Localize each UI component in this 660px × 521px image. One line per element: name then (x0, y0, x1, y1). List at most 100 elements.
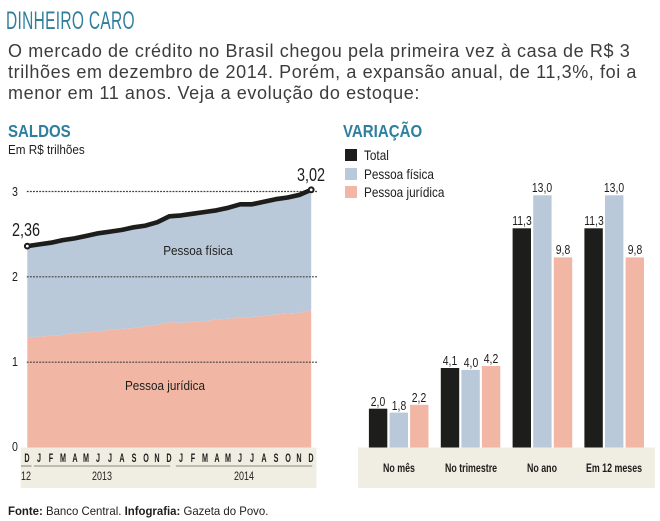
legend-label-2-text: Pessoa jurídica (363, 184, 444, 201)
month-tick-6: J (95, 451, 102, 465)
month-tick-0-text: D (24, 450, 30, 465)
bar-Total-Em 12 meses (584, 228, 603, 448)
month-tick-10-text: O (142, 450, 149, 465)
month-tick-4: A (70, 451, 79, 465)
month-tick-22-text: O (284, 450, 291, 465)
legend-swatch-0 (344, 149, 357, 162)
bar-value-0-2-text: 11,3 (512, 213, 532, 229)
month-tick-16-text: A (213, 450, 220, 465)
bar-value-1-0-text: 1,8 (391, 397, 406, 413)
month-tick-13-text: J (179, 450, 184, 465)
month-tick-8-text: A (119, 450, 125, 465)
page-title-text: DINHEIRO CARO (5, 7, 135, 35)
year-label-12-text: 12 (21, 470, 32, 483)
bar-Pessoa jurídica-No ano (553, 257, 573, 448)
source-credit-text: Fonte: Banco Central. Infografia: Gazeta… (8, 504, 268, 518)
y-tick-label-2-text: 2 (12, 269, 18, 284)
area-label-pessoa-fisica: Pessoa física (159, 243, 236, 258)
category-label-1: No trimestre (436, 461, 506, 475)
bar-value-2-0: 2,2 (410, 390, 428, 405)
intro-text: O mercado de crédito no Brasil chegou pe… (8, 41, 637, 104)
month-tick-16: A (212, 451, 221, 465)
y-tick-label-0: 0 (0, 440, 18, 454)
month-tick-21: S (272, 451, 280, 465)
variacao-legend: Total Pessoa física Pessoa jurídica (344, 146, 460, 201)
category-label-1-text: No trimestre (444, 461, 497, 475)
legend-item-0: Total (344, 146, 460, 164)
y-tick-label-1: 1 (0, 355, 18, 370)
year-label-2013: 2013 (89, 471, 115, 483)
page-title: DINHEIRO CARO (6, 7, 214, 36)
month-tick-14: F (189, 451, 196, 465)
month-tick-7-text: J (108, 450, 113, 465)
month-tick-5-text: M (83, 450, 90, 465)
month-tick-3-text: M (59, 450, 66, 465)
bar-value-0-2: 11,3 (510, 213, 534, 228)
category-label-0: No mês (377, 461, 420, 475)
legend-label-2: Pessoa jurídica (364, 184, 460, 200)
bar-Pessoa física-No mês (389, 412, 408, 448)
month-tick-24-text: D (308, 450, 314, 465)
month-tick-9: S (130, 451, 138, 465)
saldos-subtitle: Em R$ trilhões (8, 142, 93, 157)
bar-Pessoa jurídica-No mês (410, 404, 429, 448)
category-label-0-text: No mês (382, 461, 415, 475)
year-label-2014-text: 2014 (234, 470, 255, 483)
bar-value-1-3: 13,0 (601, 180, 626, 195)
category-label-2: No ano (522, 461, 562, 475)
bar-value-0-1: 4,1 (441, 353, 459, 368)
bar-value-2-3: 9,8 (626, 242, 644, 257)
variacao-axis-band (358, 447, 655, 488)
month-tick-11: N (153, 451, 162, 465)
month-tick-15: M (200, 451, 210, 465)
y-tick-label-3-text: 3 (12, 184, 18, 199)
month-tick-10: O (141, 451, 150, 465)
legend-item-2: Pessoa jurídica (344, 183, 460, 201)
bar-Pessoa física-No trimestre (461, 369, 480, 448)
category-label-2-text: No ano (527, 461, 558, 475)
bar-Pessoa física-No ano (533, 195, 552, 448)
saldos-title-text: SALDOS (7, 121, 71, 141)
source-label: Fonte: (8, 504, 43, 518)
y-tick-label-1-text: 1 (12, 355, 18, 370)
year-label-12: 12 (20, 471, 33, 483)
month-tick-18: J (237, 451, 244, 465)
month-tick-1: J (36, 451, 43, 465)
saldos-start-value: 2,36 (12, 219, 48, 241)
month-tick-6-text: J (96, 450, 101, 465)
credit-text: Gazeta do Povo. (180, 504, 269, 518)
month-tick-20: A (260, 451, 269, 465)
bar-value-1-2: 13,0 (530, 180, 555, 195)
month-tick-24: D (307, 451, 316, 465)
month-tick-11-text: N (154, 450, 161, 465)
bar-Total-No ano (512, 228, 531, 448)
bar-value-2-2: 9,8 (554, 242, 572, 257)
month-tick-2: F (47, 451, 54, 465)
month-tick-14-text: F (190, 450, 196, 465)
bar-value-1-1-text: 4,0 (463, 354, 478, 370)
month-tick-21-text: S (273, 450, 279, 465)
bar-Total-No trimestre (440, 368, 460, 448)
month-tick-15-text: M (201, 450, 208, 465)
category-label-3: Em 12 meses (577, 461, 652, 475)
variacao-title-text: VARIAÇÃO (343, 121, 423, 141)
legend-item-1: Pessoa física (344, 165, 460, 183)
month-tick-4-text: A (72, 450, 78, 465)
area-label-pessoa-juridica-text: Pessoa jurídica (124, 378, 206, 393)
variacao-title: VARIAÇÃO (343, 121, 435, 142)
legend-label-1: Pessoa física (364, 166, 447, 182)
month-tick-23: N (295, 451, 304, 465)
y-tick-label-0-text: 0 (12, 440, 18, 454)
y-tick-label-3: 3 (0, 184, 18, 199)
saldos-end-value: 3,02 (293, 164, 329, 186)
month-tick-23-text: N (296, 450, 302, 465)
month-tick-19-text: J (250, 450, 255, 465)
intro-line-3: menor em 11 anos. Veja a evolução do est… (8, 82, 420, 103)
bar-Pessoa jurídica-Em 12 meses (625, 257, 644, 448)
month-tick-18-text: J (238, 450, 243, 465)
area-pessoa-juridica (27, 310, 312, 448)
saldos-title: SALDOS (8, 121, 81, 142)
bar-value-0-0-text: 2,0 (370, 393, 386, 409)
source-text: Banco Central. (42, 504, 125, 518)
